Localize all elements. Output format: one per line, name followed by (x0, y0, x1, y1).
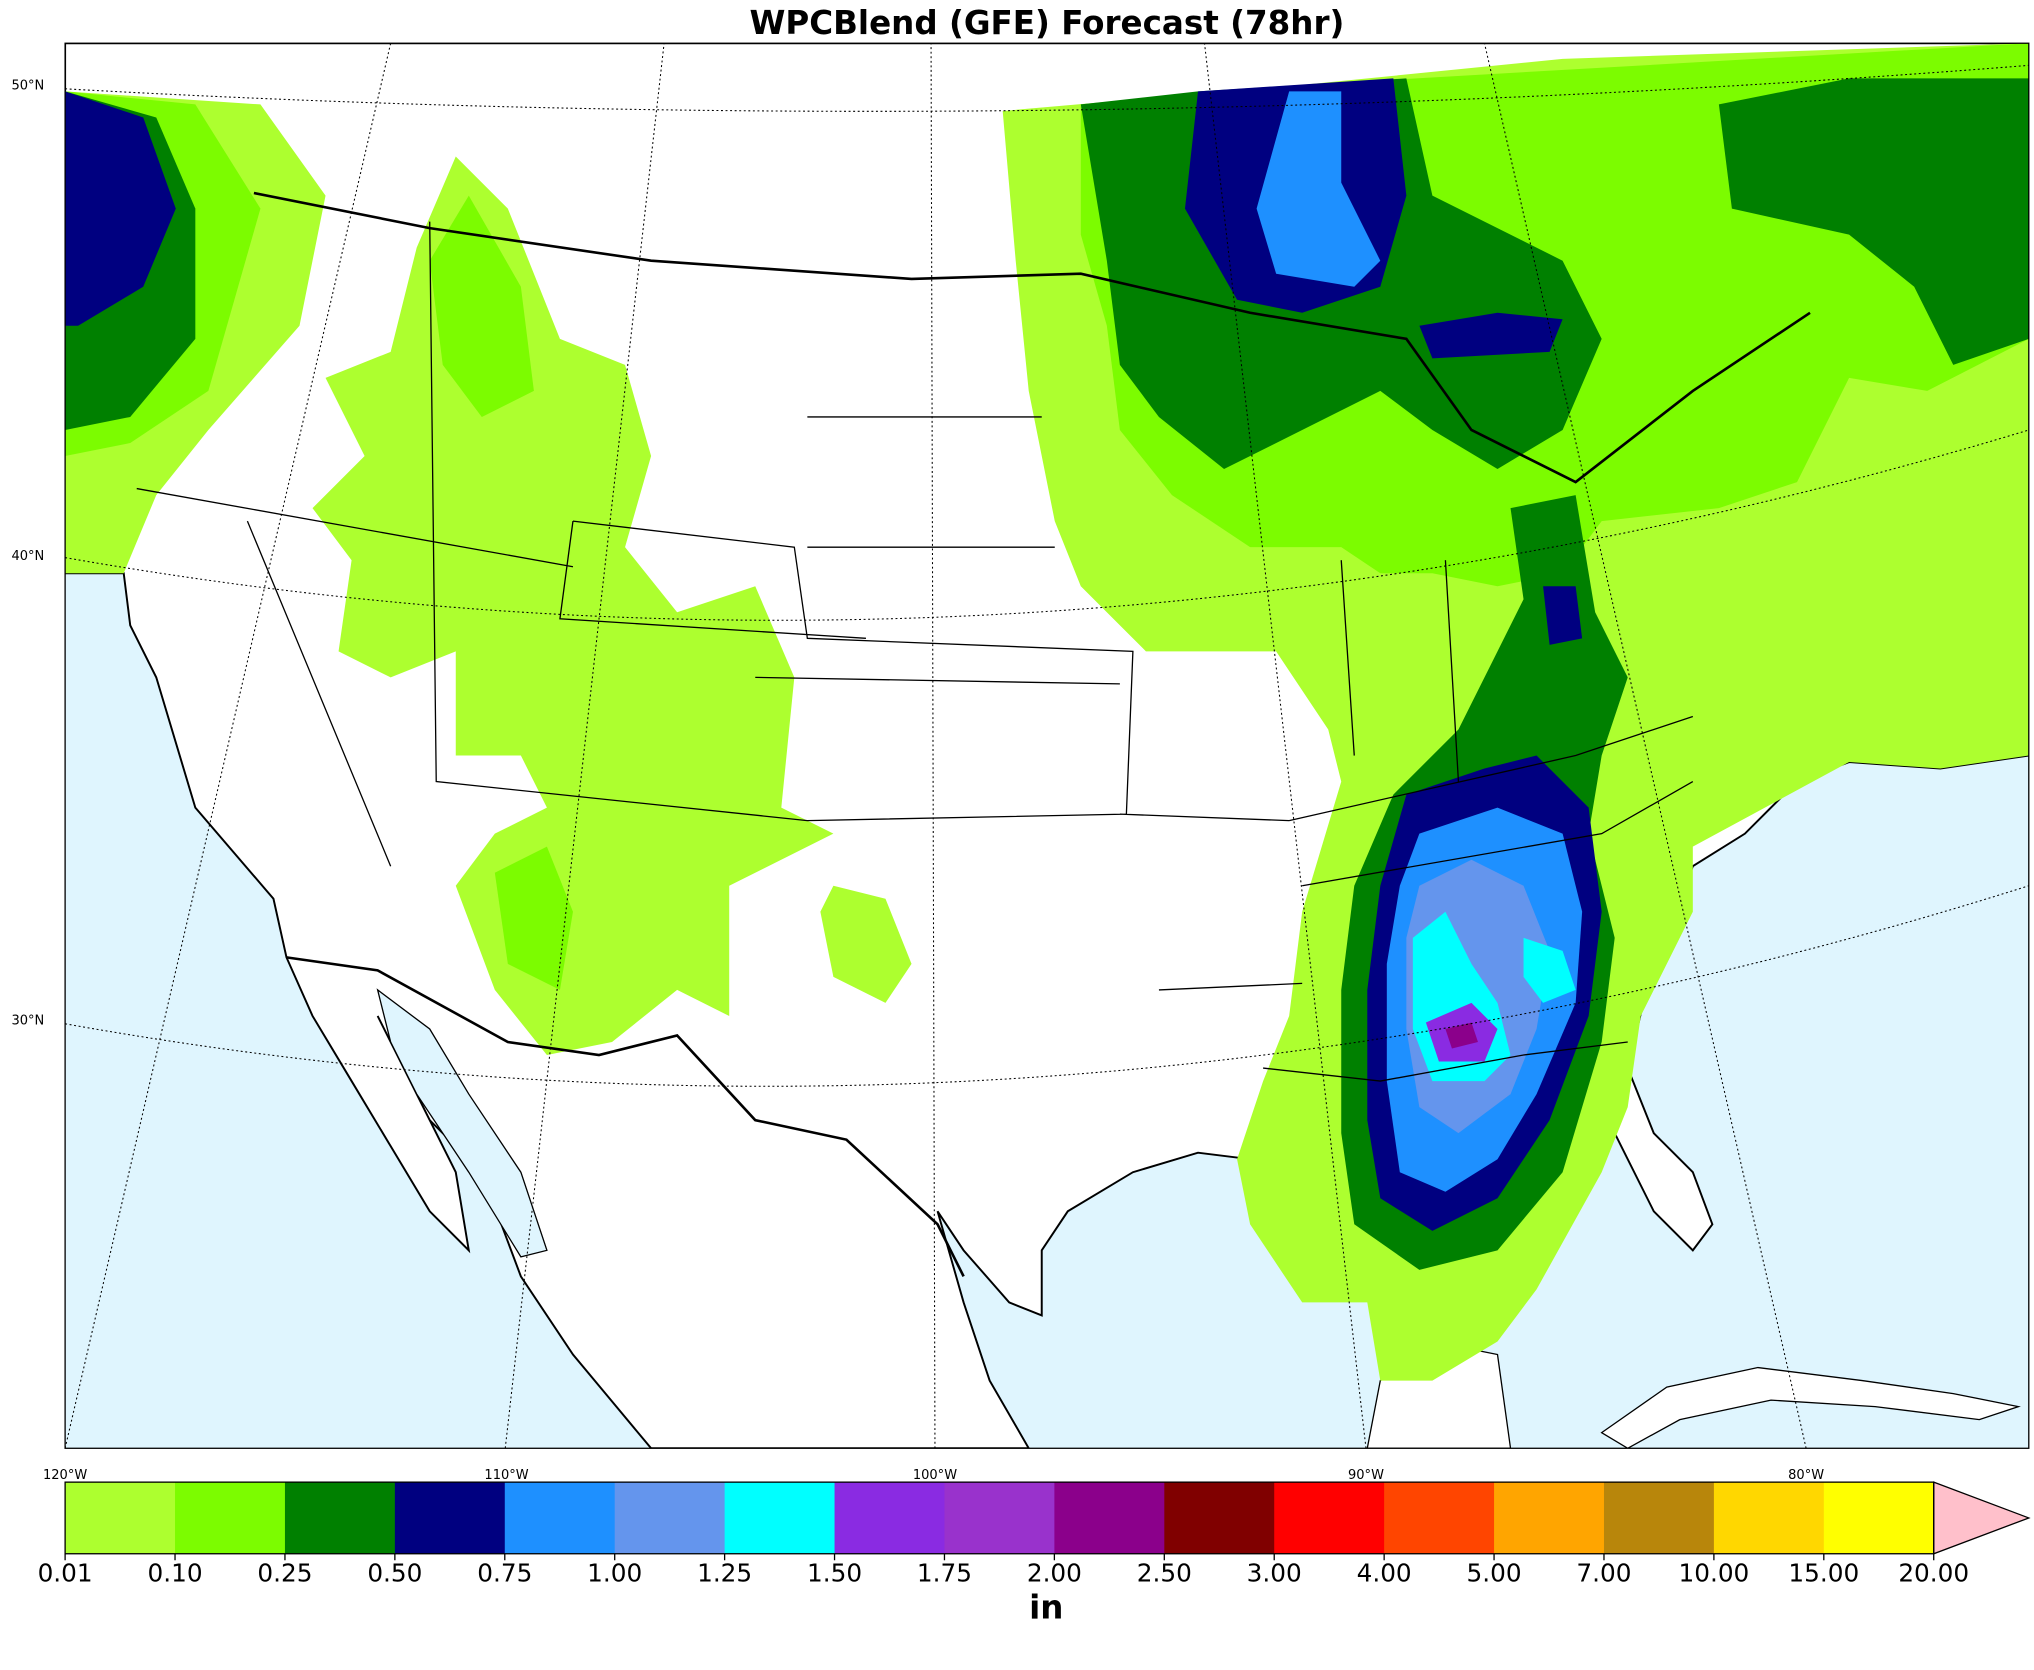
colorbar-swatch (65, 1482, 176, 1554)
precip-area (1419, 312, 1563, 359)
colorbar-swatch (1274, 1482, 1385, 1554)
longitude-label: 100°W (913, 1468, 957, 1483)
colorbar-label: 15.00 (1788, 1559, 1859, 1588)
colorbar-swatch (175, 1482, 286, 1554)
colorbar-label: 0.50 (367, 1559, 422, 1588)
colorbar-swatch (1384, 1482, 1495, 1554)
canada-border (253, 191, 1811, 484)
title: WPCBlend (GFE) Forecast (78hr) (749, 4, 1344, 42)
colorbar-swatch (504, 1482, 616, 1554)
colorbar-swatch (394, 1482, 506, 1554)
precip-area (494, 846, 573, 990)
graticule-line (1483, 43, 1807, 1449)
longitude-labels: 120°W 110°W 100°W 90°W 80°W (43, 1468, 1824, 1483)
cuba (1600, 1366, 2021, 1449)
map-frame (64, 42, 2030, 1449)
precip-area (1256, 91, 1381, 287)
precip-area (1445, 1022, 1478, 1049)
colorbar-label: 5.00 (1467, 1559, 1522, 1588)
colorbar-label: 0.10 (147, 1559, 202, 1588)
precip-area (312, 156, 834, 1056)
precip-area (1523, 937, 1576, 1003)
graticule-line (65, 43, 392, 1449)
colorbar-frame (64, 1481, 1935, 1555)
colorbar-swatch (944, 1482, 1056, 1554)
graticule-line (1203, 43, 1367, 1449)
colorbar-swatch (834, 1482, 946, 1554)
colorbar-label: 10.00 (1678, 1559, 1749, 1588)
graticule (65, 43, 2029, 1449)
longitude-label: 120°W (43, 1468, 87, 1483)
state-lines (136, 221, 1694, 1082)
colorbar-label: 1.50 (807, 1559, 862, 1588)
colorbar-label: 4.00 (1357, 1559, 1412, 1588)
colorbar-label: 3.00 (1247, 1559, 1302, 1588)
colorbar-label: 1.25 (697, 1559, 752, 1588)
colorbar: 0.01 0.10 0.25 0.50 0.75 1.00 1.25 1.50 1.75 2.00… (38, 1481, 2031, 1627)
graticule-line (65, 64, 2029, 112)
borders (136, 191, 1811, 1277)
precip-area (1718, 78, 2029, 365)
colorbar-swatch (1603, 1482, 1715, 1554)
longitude-label: 90°W (1348, 1468, 1384, 1483)
colorbar-label: 0.01 (38, 1559, 93, 1588)
colorbar-swatch (1494, 1482, 1605, 1554)
colorbar-swatch (1164, 1482, 1275, 1554)
colorbar-swatch (1054, 1482, 1165, 1554)
precip-area (65, 91, 176, 326)
longitude-label: 80°W (1788, 1468, 1824, 1483)
precip-area (1543, 586, 1583, 645)
latitude-label: 30°N (11, 1014, 44, 1029)
colorbar-swatch (284, 1482, 396, 1554)
latitude-label: 50°N (11, 79, 44, 94)
graticule-line (930, 43, 936, 1449)
precip-area (820, 885, 912, 1003)
colorbar-label: 1.75 (917, 1559, 972, 1588)
mexico-border (286, 956, 965, 1277)
colorbar-label: 0.25 (257, 1559, 312, 1588)
colorbar-label: 7.00 (1576, 1559, 1631, 1588)
colorbar-swatch (1823, 1482, 1935, 1554)
colorbar-label: 0.75 (477, 1559, 532, 1588)
colorbar-swatch (1713, 1482, 1825, 1554)
colorbar-extension (1933, 1481, 2031, 1555)
graticule-line (504, 43, 665, 1449)
latitude-labels: 50°N 40°N 30°N (11, 79, 44, 1029)
precipitation (65, 43, 2029, 1381)
colorbar-label: 20.00 (1898, 1559, 1969, 1588)
graticule-line (65, 885, 2029, 1087)
colorbar-swatch (724, 1482, 836, 1554)
longitude-label: 110°W (484, 1468, 528, 1483)
precip-area (429, 195, 534, 417)
colorbar-label: 2.00 (1027, 1559, 1082, 1588)
colorbar-unit: in (1029, 1589, 1063, 1627)
colorbar-swatch (614, 1482, 726, 1554)
map (65, 43, 2029, 1449)
baja-water (376, 988, 548, 1258)
colorbar-label: 1.00 (587, 1559, 642, 1588)
latitude-label: 40°N (11, 549, 44, 564)
colorbar-label: 2.50 (1137, 1559, 1192, 1588)
